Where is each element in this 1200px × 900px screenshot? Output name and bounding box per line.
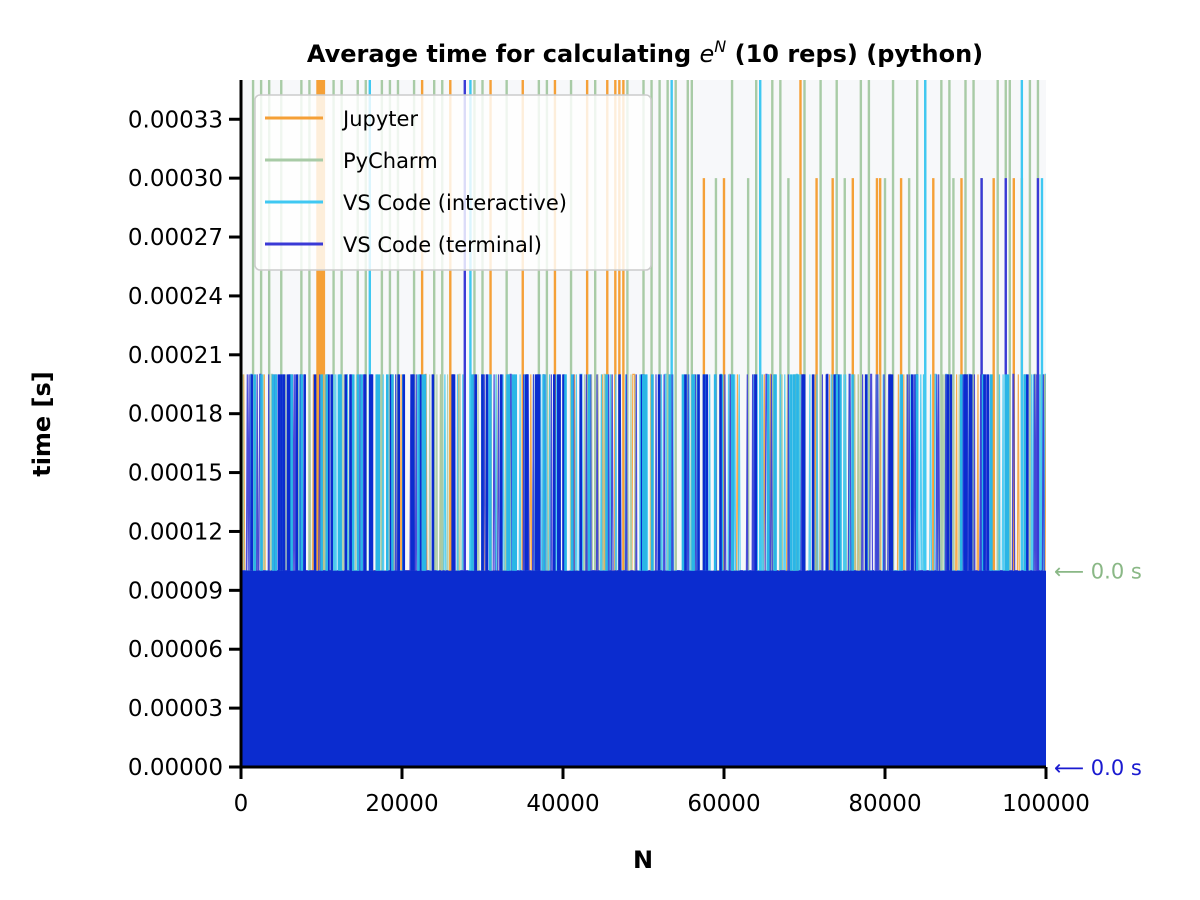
y-tick-label: 0.00033: [128, 107, 223, 133]
x-tick-label: 60000: [687, 791, 760, 817]
legend-label: PyCharm: [343, 149, 438, 173]
x-tick-label: 0: [234, 791, 249, 817]
y-tick-label: 0.00027: [128, 225, 223, 251]
y-tick-label: 0.00003: [128, 696, 223, 722]
x-tick-label: 100000: [1002, 791, 1090, 817]
y-tick-label: 0.00015: [128, 461, 223, 487]
y-axis-label: time [s]: [28, 371, 56, 477]
y-tick-label: 0.00009: [128, 578, 223, 604]
y-tick-label: 0.00000: [128, 755, 223, 781]
annotations: ⟵ 0.0 s ⟵ 0.0 s: [1054, 560, 1142, 780]
legend: Jupyter PyCharm VS Code (interactive) VS Co…: [254, 94, 652, 271]
y-tick-label: 0.00006: [128, 637, 223, 663]
x-axis-label: N: [633, 846, 653, 874]
y-tick-label: 0.00012: [128, 519, 223, 545]
annotation-label: ⟵ 0.0 s: [1054, 756, 1142, 780]
axes: 0.00000 0.00003 0.00006 0.00009 0.00012 0.000…: [128, 80, 1090, 817]
baseline-band: [241, 374, 1046, 767]
x-tick-label: 80000: [848, 791, 921, 817]
y-tick-label: 0.00030: [128, 166, 223, 192]
y-tick-label: 0.00018: [128, 402, 223, 428]
y-tick-label: 0.00024: [128, 284, 223, 310]
baseline-band-fill: [241, 570, 1046, 767]
legend-label: Jupyter: [341, 107, 418, 131]
legend-label: VS Code (interactive): [343, 191, 567, 215]
annotation-label: ⟵ 0.0 s: [1054, 560, 1142, 584]
y-tick-label: 0.00021: [128, 343, 223, 369]
chart-title: Average time for calculating eN (10 reps…: [307, 37, 983, 68]
legend-frame: [254, 94, 652, 271]
x-tick-label: 40000: [526, 791, 599, 817]
legend-label: VS Code (terminal): [343, 233, 542, 257]
x-tick-label: 20000: [365, 791, 438, 817]
